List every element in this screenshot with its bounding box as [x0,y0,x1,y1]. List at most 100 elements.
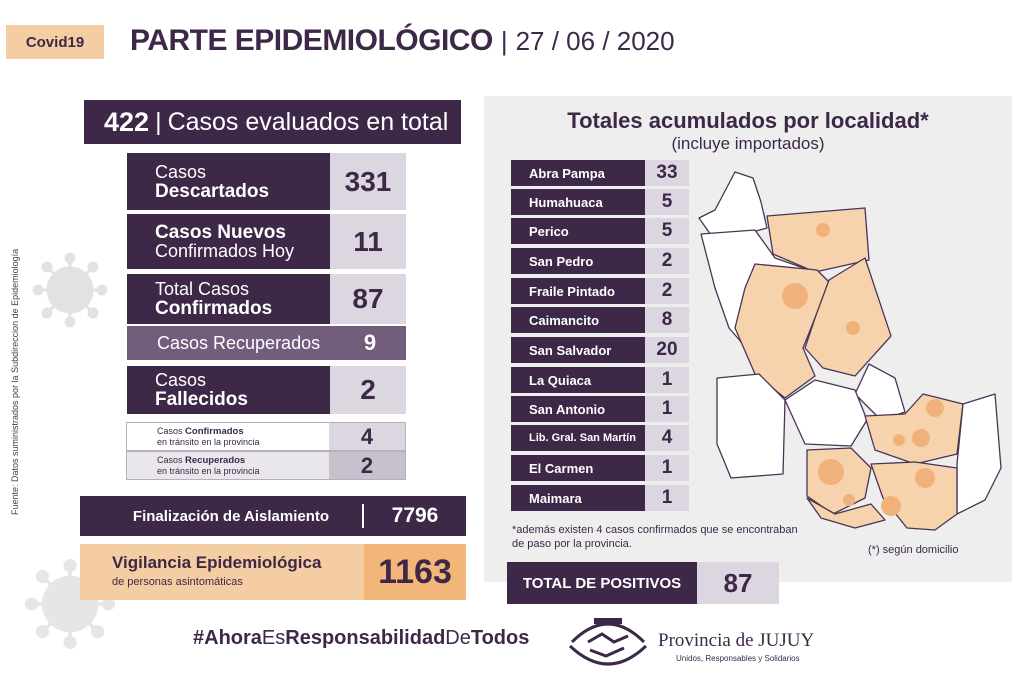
aislamiento-value: 7796 [391,504,439,527]
transito-confirmados-bold: Confirmados [185,426,244,437]
virus-icon [22,556,118,652]
transito-confirmados-label: Casos Confirmados en tránsito en la prov… [127,423,329,450]
transito-recuperados-row: Casos Recuperados en tránsito en la prov… [126,451,406,480]
localidad-name: Maimara [511,485,645,511]
localidad-count: 20 [645,337,689,363]
confirmados-label: Total Casos Confirmados [127,274,330,324]
confirmados-line2: Confirmados [155,298,273,319]
recuperados-row: Casos Recuperados 9 [127,326,406,360]
confirmados-line1: Total Casos [155,279,250,299]
total-positivos-value: 87 [697,562,779,604]
nuevos-value: 11 [330,214,406,269]
virus-icon [30,250,110,330]
localidad-name: San Antonio [511,396,645,422]
jujuy-map [695,168,1007,553]
aislamiento-separator [362,504,364,528]
localidad-row: San Salvador 20 [511,337,689,363]
localidad-count: 33 [645,160,689,186]
recuperados-value: 9 [363,330,377,355]
localidades-note: *además existen 4 casos confirmados que … [512,524,798,550]
localidad-name: Abra Pampa [511,160,645,186]
localidad-name: La Quiaca [511,367,645,393]
localidad-row: Perico 5 [511,218,689,244]
localidad-row: Humahuaca 5 [511,189,689,215]
source-note: Fuente: Datos suministrados por la Subdi… [8,205,30,515]
title-text: PARTE EPIDEMIOLÓGICO [130,24,493,57]
page-title: PARTE EPIDEMIOLÓGICO | 27 / 06 / 2020 [130,24,675,64]
evaluated-value: 422 [104,106,150,137]
localidad-row: El Carmen 1 [511,455,689,481]
evaluated-total-box: 422 | Casos evaluados en total [84,100,461,144]
fallecidos-line1: Casos [155,370,207,390]
vigilancia-row: Vigilancia Epidemiológica de personas as… [80,544,466,600]
vigilancia-sub: de personas asintomáticas [112,576,243,588]
localidad-name: San Pedro [511,248,645,274]
localidades-title: Totales acumulados por localidad* [567,108,929,133]
province-logo-icon [566,612,650,677]
localidad-count: 1 [645,485,689,511]
hashtag: #AhoraEsResponsabilidadDeTodos [193,627,529,650]
map-note: (*) según domicilio [868,544,959,556]
localidad-row: Caimancito 8 [511,307,689,333]
localidad-name: Humahuaca [511,189,645,215]
separator: | [155,107,162,136]
localidad-name: Caimancito [511,307,645,333]
localidad-row: Fraile Pintado 2 [511,278,689,304]
evaluated-label: Casos evaluados en total [167,107,449,136]
descartados-line2: Descartados [155,180,270,202]
hashtag-part: #Ahora [193,627,262,649]
localidad-row: Abra Pampa 33 [511,160,689,186]
transito-confirmados-pre: Casos [157,426,183,436]
aislamiento-label: Finalización de Aislamiento [132,507,330,525]
localidades-subtitle: (incluye importados) [671,134,825,153]
localidad-row: San Antonio 1 [511,396,689,422]
transito-recuperados-pre: Casos [157,455,183,465]
localidad-name: Perico [511,218,645,244]
localidad-count: 5 [645,189,689,215]
vigilancia-value: 1163 [364,544,466,600]
localidad-count: 4 [645,425,689,451]
localidad-name: El Carmen [511,455,645,481]
fallecidos-value: 2 [330,366,406,414]
localidad-count: 1 [645,455,689,481]
transito-recuperados-sub: en tránsito en la provincia [157,466,260,476]
nuevos-line2: Confirmados Hoy [155,240,295,261]
descartados-line1: Casos [155,161,207,182]
report-date: 27 / 06 / 2020 [515,26,675,56]
hashtag-part: Es [261,627,286,649]
transito-confirmados-value: 4 [329,423,405,450]
localidad-count: 5 [645,218,689,244]
hashtag-part: Todos [470,627,530,649]
localidad-row: San Pedro 2 [511,248,689,274]
localidad-row: La Quiaca 1 [511,367,689,393]
descartados-value: 331 [330,153,406,210]
vigilancia-label-block: Vigilancia Epidemiológica de personas as… [80,544,364,600]
aislamiento-row: Finalización de Aislamiento 7796 [80,496,466,536]
transito-recuperados-value: 2 [329,452,405,479]
hashtag-part: De [445,627,471,649]
fallecidos-label: Casos Fallecidos [127,366,330,414]
localidad-name: Fraile Pintado [511,278,645,304]
hashtag-part: Responsabilidad [285,627,446,649]
transito-confirmados-row: Casos Confirmados en tránsito en la prov… [126,422,406,451]
vigilancia-label: Vigilancia Epidemiológica [112,553,322,572]
source-text: Fuente: Datos suministrados por la Subdi… [10,248,20,515]
total-positivos-box: TOTAL DE POSITIVOS 87 [507,562,779,604]
localidad-count: 1 [645,396,689,422]
localidad-row: Lib. Gral. San Martín 4 [511,425,689,451]
localidad-count: 2 [645,278,689,304]
fallecidos-line2: Fallecidos [155,389,248,410]
total-positivos-label: TOTAL DE POSITIVOS [507,562,697,604]
recuperados-label: Casos Recuperados [157,332,321,353]
localidad-count: 8 [645,307,689,333]
localidad-row: Maimara 1 [511,485,689,511]
nuevos-line1: Casos Nuevos [155,221,286,243]
localidad-name: Lib. Gral. San Martín [511,425,645,451]
confirmados-value: 87 [330,274,406,324]
province-name: Provincia de JUJUY [658,630,815,651]
covid19-tag: Covid19 [6,25,104,59]
province-slogan: Unidos, Responsables y Solidarios [676,654,800,663]
localidad-count: 1 [645,367,689,393]
transito-confirmados-sub: en tránsito en la provincia [157,437,260,447]
localidad-name: San Salvador [511,337,645,363]
